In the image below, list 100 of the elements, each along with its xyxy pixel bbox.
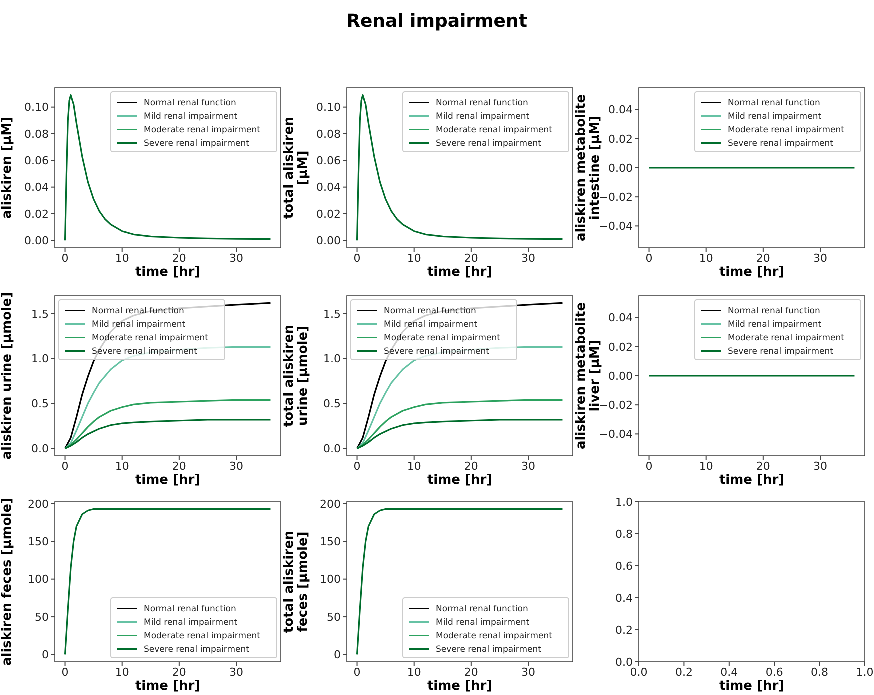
legend-label: Severe renal impairment bbox=[728, 347, 834, 358]
legend-label: Moderate renal impairment bbox=[384, 334, 502, 344]
y-tick-label: 1.5 bbox=[324, 308, 341, 321]
chart-title: Renal impairment bbox=[346, 11, 528, 32]
x-tick-label: 0 bbox=[62, 460, 69, 473]
y-tick-label: 100 bbox=[28, 573, 49, 586]
legend-label: Severe renal impairment bbox=[144, 645, 250, 656]
legend-label: Moderate renal impairment bbox=[728, 126, 846, 136]
x-tick-label: 20 bbox=[464, 252, 478, 265]
legend-label: Normal renal function bbox=[436, 604, 528, 615]
y-tick-label: 0.08 bbox=[24, 128, 49, 141]
y-tick-label: 0.08 bbox=[316, 128, 341, 141]
y-tick-label: 150 bbox=[320, 536, 341, 548]
x-tick-label: 0 bbox=[62, 666, 69, 679]
legend-label: Moderate renal impairment bbox=[144, 126, 262, 136]
legend-label: Mild renal impairment bbox=[144, 618, 238, 628]
legend-label: Severe renal impairment bbox=[728, 139, 834, 150]
y-tick-label: 0.0 bbox=[616, 656, 633, 669]
y-tick-label: 150 bbox=[28, 536, 49, 548]
legend-label: Mild renal impairment bbox=[728, 112, 822, 122]
x-tick-label: 0.4 bbox=[720, 666, 738, 679]
y-tick-label: 0.02 bbox=[316, 208, 341, 221]
x-tick-label: 30 bbox=[521, 460, 536, 473]
legend-label: Severe renal impairment bbox=[436, 645, 542, 656]
x-tick-label: 0 bbox=[354, 252, 361, 265]
x-tick-label: 10 bbox=[407, 252, 422, 265]
x-tick-label: 10 bbox=[407, 666, 422, 679]
legend-label: Moderate renal impairment bbox=[92, 334, 210, 344]
y-tick-label: 0.5 bbox=[32, 398, 49, 411]
legend-label: Normal renal function bbox=[92, 306, 184, 317]
y-axis-title: total aliskiren urine [μmole] bbox=[282, 324, 311, 428]
x-tick-label: 20 bbox=[756, 252, 770, 265]
x-axis-title: time [hr] bbox=[427, 473, 493, 488]
line-series bbox=[64, 508, 272, 656]
x-axis-title: time [hr] bbox=[135, 265, 201, 280]
legend-label: Normal renal function bbox=[436, 98, 528, 109]
y-tick-label: 100 bbox=[320, 573, 341, 586]
y-tick-label: 0.00 bbox=[316, 234, 341, 248]
x-tick-label: 0 bbox=[354, 460, 361, 473]
y-tick-label: 0.0 bbox=[324, 442, 341, 456]
x-tick-label: 20 bbox=[172, 460, 186, 473]
x-axis-title: time [hr] bbox=[719, 265, 785, 280]
x-tick-label: 10 bbox=[407, 460, 422, 473]
y-tick-label: 0.04 bbox=[608, 104, 633, 117]
legend-label: Normal renal function bbox=[144, 98, 236, 109]
x-tick-label: 20 bbox=[172, 252, 186, 265]
y-tick-label: 0.02 bbox=[24, 208, 49, 221]
x-tick-label: 0.8 bbox=[811, 666, 829, 679]
line-series bbox=[356, 399, 564, 450]
legend-label: Normal renal function bbox=[144, 604, 236, 615]
x-tick-label: 20 bbox=[756, 460, 770, 473]
x-tick-label: 30 bbox=[229, 666, 244, 679]
y-tick-label: 0.02 bbox=[608, 340, 633, 354]
y-axis-title: aliskiren feces [μmole] bbox=[0, 498, 15, 666]
y-tick-label: 50 bbox=[327, 610, 341, 624]
x-tick-label: 20 bbox=[172, 666, 186, 679]
line-series bbox=[356, 508, 564, 656]
legend-label: Severe renal impairment bbox=[384, 347, 490, 358]
legend-label: Mild renal impairment bbox=[728, 320, 822, 330]
y-tick-label: 200 bbox=[320, 498, 341, 511]
y-axis-title: aliskiren urine [μmole] bbox=[0, 292, 15, 460]
legend-label: Moderate renal impairment bbox=[436, 126, 554, 136]
legend-label: Severe renal impairment bbox=[92, 347, 198, 358]
legend-label: Normal renal function bbox=[384, 306, 476, 317]
line-series bbox=[356, 419, 564, 450]
x-tick-label: 30 bbox=[229, 460, 244, 473]
x-tick-label: 10 bbox=[115, 666, 130, 679]
y-tick-label: 0.4 bbox=[616, 592, 633, 605]
y-tick-label: 0.06 bbox=[316, 154, 341, 168]
y-tick-label: 0.02 bbox=[608, 132, 633, 146]
legend-label: Mild renal impairment bbox=[384, 320, 478, 330]
legend-label: Moderate renal impairment bbox=[728, 334, 846, 344]
x-axis-title: time [hr] bbox=[719, 473, 785, 488]
y-tick-label: 0.00 bbox=[608, 370, 633, 383]
y-tick-label: 200 bbox=[28, 498, 49, 511]
x-tick-label: 0.2 bbox=[675, 666, 693, 679]
line-series bbox=[64, 419, 272, 450]
y-tick-label: 1.0 bbox=[324, 352, 341, 366]
legend-label: Normal renal function bbox=[728, 98, 820, 109]
line-series bbox=[64, 94, 272, 242]
legend-label: Severe renal impairment bbox=[436, 139, 542, 150]
y-tick-label: 0.10 bbox=[316, 101, 341, 114]
x-tick-label: 0.0 bbox=[630, 666, 648, 679]
x-tick-label: 0 bbox=[646, 252, 653, 265]
x-tick-label: 0 bbox=[646, 460, 653, 473]
legend-label: Mild renal impairment bbox=[92, 320, 186, 330]
legend-label: Mild renal impairment bbox=[436, 618, 530, 628]
y-tick-label: 0 bbox=[334, 648, 341, 662]
y-tick-label: 0.2 bbox=[616, 624, 633, 637]
y-tick-label: 0.04 bbox=[316, 181, 341, 194]
y-tick-label: 0.00 bbox=[24, 234, 49, 248]
x-tick-label: 30 bbox=[813, 460, 828, 473]
y-tick-label: 1.0 bbox=[616, 496, 633, 509]
y-tick-label: 0.5 bbox=[324, 398, 341, 411]
x-axis-title: time [hr] bbox=[719, 679, 785, 694]
x-tick-label: 0.6 bbox=[766, 666, 784, 679]
x-tick-label: 10 bbox=[699, 252, 714, 265]
x-tick-label: 10 bbox=[699, 460, 714, 473]
line-series bbox=[64, 399, 272, 450]
y-tick-label: 1.5 bbox=[32, 308, 49, 321]
